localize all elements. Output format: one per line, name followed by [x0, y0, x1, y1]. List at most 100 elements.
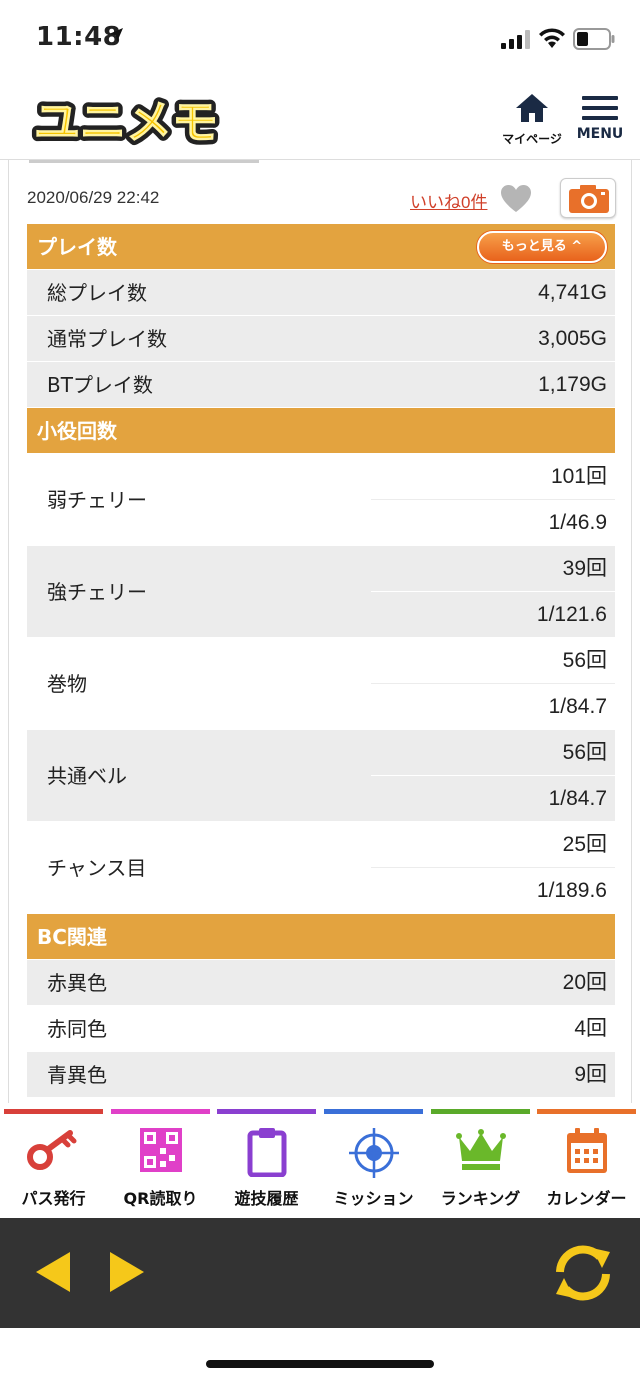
- tab-color-strip: [537, 1109, 636, 1114]
- menu-button[interactable]: MENU: [574, 96, 626, 142]
- section-title: 小役回数: [37, 419, 117, 443]
- row-probability: 1/84.7: [548, 787, 607, 810]
- row-value: 4回: [574, 1017, 607, 1040]
- tab-label: 遊技履歴: [234, 1189, 299, 1208]
- key-icon: [26, 1130, 76, 1170]
- target-icon: [348, 1128, 399, 1178]
- row-value: 1,179G: [538, 373, 607, 396]
- row-value: 3,005G: [538, 327, 607, 350]
- tab-color-strip: [217, 1109, 316, 1114]
- mypage-label: マイページ: [502, 132, 562, 146]
- more-button[interactable]: もっと見る ^: [477, 231, 607, 263]
- like-count: 0件: [461, 193, 488, 212]
- home-indicator[interactable]: [206, 1360, 434, 1368]
- row-label: 総プレイ数: [47, 281, 147, 305]
- tab-color-strip: [4, 1109, 103, 1114]
- tab-indicator: [29, 160, 259, 163]
- row-probability: 1/84.7: [548, 695, 607, 718]
- hamburger-icon: [574, 96, 626, 120]
- browser-nav-bar: [0, 1218, 640, 1328]
- table-row: 青異色 9回: [27, 1052, 615, 1098]
- row-count: 101回: [550, 465, 607, 488]
- row-label: 共通ベル: [47, 764, 127, 788]
- qr-code-icon: [139, 1128, 182, 1172]
- row-label: 赤同色: [47, 1017, 107, 1041]
- bottom-tab-bar: パス発行 QR読取り 遊技履歴 ミッション: [0, 1103, 640, 1218]
- home-icon: [516, 94, 548, 122]
- row-value: 9回: [574, 1063, 607, 1086]
- record-date: 2020/06/29 22:42: [27, 188, 160, 207]
- like-link[interactable]: いいね0件: [410, 188, 487, 213]
- tab-color-strip: [324, 1109, 423, 1114]
- table-row: 強チェリー 39回 1/121.6: [27, 546, 615, 638]
- row-probability: 1/121.6: [536, 603, 607, 626]
- camera-button[interactable]: [560, 178, 616, 218]
- section-header-play: プレイ数 もっと見る ^: [27, 224, 615, 270]
- clipboard-icon: [247, 1128, 286, 1177]
- table-row: チャンス目 25回 1/189.6: [27, 822, 615, 914]
- row-label: BTプレイ数: [47, 373, 153, 397]
- calendar-icon: [566, 1128, 607, 1173]
- row-value: 20回: [562, 971, 607, 994]
- tab-pass-issue[interactable]: パス発行: [0, 1103, 107, 1218]
- row-label: 弱チェリー: [47, 488, 147, 512]
- row-count: 39回: [562, 557, 607, 580]
- table-row: 赤異色 20回: [27, 960, 615, 1006]
- row-label: チャンス目: [47, 856, 147, 880]
- row-label: 巻物: [47, 672, 87, 696]
- section-title: プレイ数: [37, 235, 117, 259]
- row-label: 青異色: [47, 1063, 107, 1087]
- mypage-button[interactable]: マイページ: [502, 92, 562, 147]
- camera-icon: [569, 185, 609, 213]
- row-count: 56回: [562, 649, 607, 672]
- row-label: 通常プレイ数: [47, 327, 167, 351]
- data-table: プレイ数 もっと見る ^ 総プレイ数 4,741G 通常プレイ数 3,005G …: [27, 224, 615, 1103]
- tab-calendar[interactable]: カレンダー: [533, 1103, 640, 1218]
- row-divider: [371, 499, 615, 500]
- row-divider: [371, 775, 615, 776]
- tab-color-strip: [111, 1109, 210, 1114]
- row-count: 25回: [562, 833, 607, 856]
- table-row: 通常プレイ数 3,005G: [27, 316, 615, 362]
- status-bar: 11:48: [0, 0, 640, 78]
- svg-text:ユニメモ: ユニメモ: [34, 95, 218, 148]
- tab-label: ミッション: [333, 1189, 414, 1208]
- row-probability: 1/189.6: [536, 879, 607, 902]
- tab-play-history[interactable]: 遊技履歴: [213, 1103, 320, 1218]
- battery-icon: [573, 28, 615, 50]
- back-arrow-icon[interactable]: [34, 1250, 72, 1294]
- section-title: BC関連: [37, 925, 107, 949]
- section-header-small-roles: 小役回数: [27, 408, 615, 454]
- forward-arrow-icon[interactable]: [108, 1250, 146, 1294]
- signal-icon: [501, 30, 530, 49]
- app-header: ユニメモ ユニメモ マイページ MENU: [0, 78, 640, 160]
- row-divider: [371, 683, 615, 684]
- row-label: 強チェリー: [47, 580, 147, 604]
- status-time: 11:48: [36, 22, 122, 52]
- table-row: 弱チェリー 101回 1/46.9: [27, 454, 615, 546]
- row-probability: 1/46.9: [548, 511, 607, 534]
- svg-text:ユニメモ: ユニメモ: [34, 95, 218, 148]
- table-row: 巻物 56回 1/84.7: [27, 638, 615, 730]
- tab-ranking[interactable]: ランキング: [427, 1103, 534, 1218]
- row-divider: [371, 591, 615, 592]
- tab-label: パス発行: [21, 1189, 86, 1208]
- home-indicator-area: [0, 1328, 640, 1385]
- location-arrow-icon: [109, 28, 123, 42]
- tab-mission[interactable]: ミッション: [320, 1103, 427, 1218]
- wifi-icon: [539, 28, 565, 48]
- unimemo-logo[interactable]: ユニメモ ユニメモ: [30, 90, 250, 148]
- table-row: [27, 1098, 615, 1103]
- crown-icon: [455, 1129, 506, 1170]
- reload-icon[interactable]: [548, 1242, 618, 1304]
- tab-label: カレンダー: [546, 1189, 627, 1208]
- table-row: BTプレイ数 1,179G: [27, 362, 615, 408]
- row-value: 4,741G: [538, 281, 607, 304]
- tab-label: ランキング: [440, 1189, 521, 1208]
- tab-qr-read[interactable]: QR読取り: [107, 1103, 214, 1218]
- record-content[interactable]: 2020/06/29 22:42 いいね0件 プレイ数 もっと見る ^ 総プレイ…: [8, 160, 632, 1103]
- heart-icon[interactable]: [500, 184, 532, 214]
- row-label: 赤異色: [47, 971, 107, 995]
- table-row: 赤同色 4回: [27, 1006, 615, 1052]
- tab-label: QR読取り: [123, 1189, 198, 1208]
